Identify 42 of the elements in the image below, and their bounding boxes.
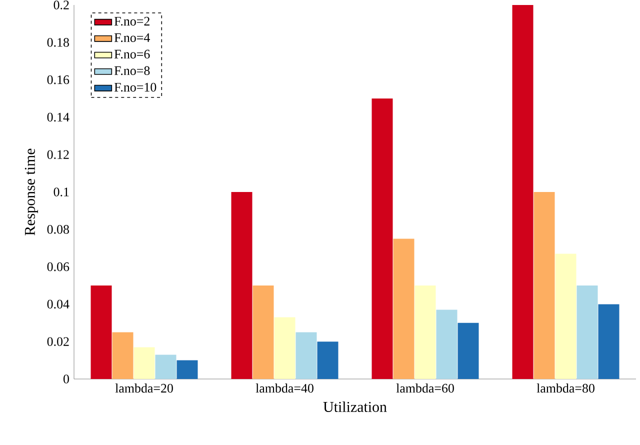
legend-label: F.no=6 (114, 50, 150, 59)
bar (534, 192, 555, 379)
bar (576, 286, 598, 379)
bar (414, 286, 436, 379)
y-tick-label: 0.16 (47, 75, 70, 84)
y-tick-label: 0 (64, 374, 69, 384)
y-tick-label: 0.04 (47, 300, 70, 309)
y-axis-title: Response time (24, 148, 38, 236)
bar (512, 4, 534, 379)
bar (155, 354, 176, 379)
y-tick-label: 0.02 (47, 337, 69, 346)
x-tick-label: lambda=80 (536, 384, 594, 393)
y-tick-label: 0.2 (54, 0, 69, 10)
bar (555, 254, 576, 379)
y-tick-label: 0.14 (47, 112, 70, 122)
bar (296, 332, 317, 379)
bar (134, 347, 155, 379)
bar (598, 304, 620, 379)
y-tick-label: 0.06 (47, 262, 70, 272)
bar (90, 286, 112, 379)
x-tick-label: lambda=40 (256, 384, 314, 393)
legend-label: F.no=2 (114, 16, 150, 26)
legend-label: F.no=8 (114, 66, 150, 76)
bar (176, 360, 198, 379)
bar (317, 342, 338, 379)
bar (393, 238, 414, 379)
bar (252, 286, 274, 379)
bar (436, 310, 458, 379)
y-tick-label: 0.12 (47, 150, 69, 159)
x-axis-title: Utilization (323, 401, 387, 412)
bar (372, 98, 393, 379)
x-tick-label: lambda=20 (115, 384, 173, 393)
bar (112, 332, 134, 379)
y-tick-label: 0.08 (47, 225, 69, 234)
bar (458, 322, 479, 379)
y-tick-label: 0.1 (54, 188, 69, 196)
x-tick-label: lambda=60 (396, 384, 454, 393)
y-tick-label: 0.18 (47, 38, 69, 47)
legend-label: F.no=10 (114, 82, 156, 92)
bar (231, 192, 252, 379)
bar (274, 317, 296, 379)
legend-label: F.no=4 (114, 33, 150, 42)
